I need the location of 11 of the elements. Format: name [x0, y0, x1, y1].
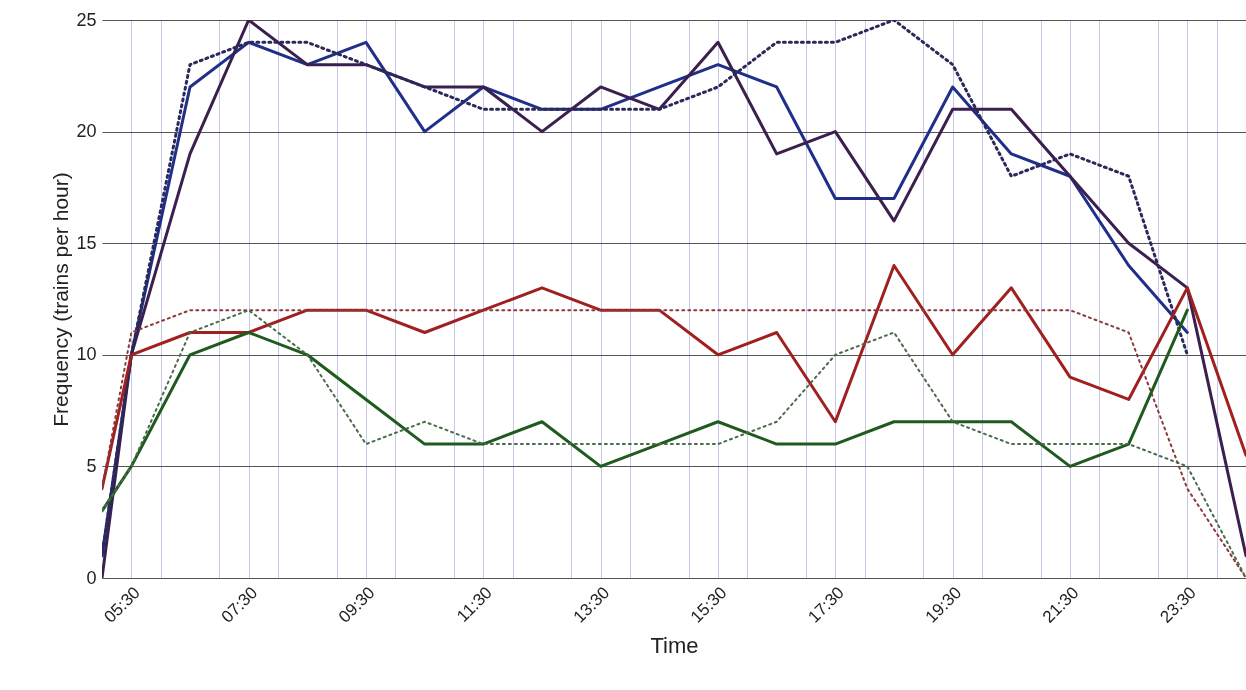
- line-series: [102, 264, 1246, 491]
- y-tick-label: 0: [86, 567, 97, 588]
- y-axis-title: Frequency (trains per hour): [49, 172, 73, 427]
- line-series: [102, 309, 1246, 578]
- x-axis-title: Time: [650, 632, 699, 658]
- y-tick-label: 10: [76, 344, 97, 365]
- y-tick-label: 20: [76, 121, 97, 142]
- y-tick-label: 15: [76, 232, 97, 253]
- y-tick-label: 25: [76, 9, 97, 30]
- line-series: [102, 308, 1189, 513]
- y-tick-label: 5: [86, 455, 97, 476]
